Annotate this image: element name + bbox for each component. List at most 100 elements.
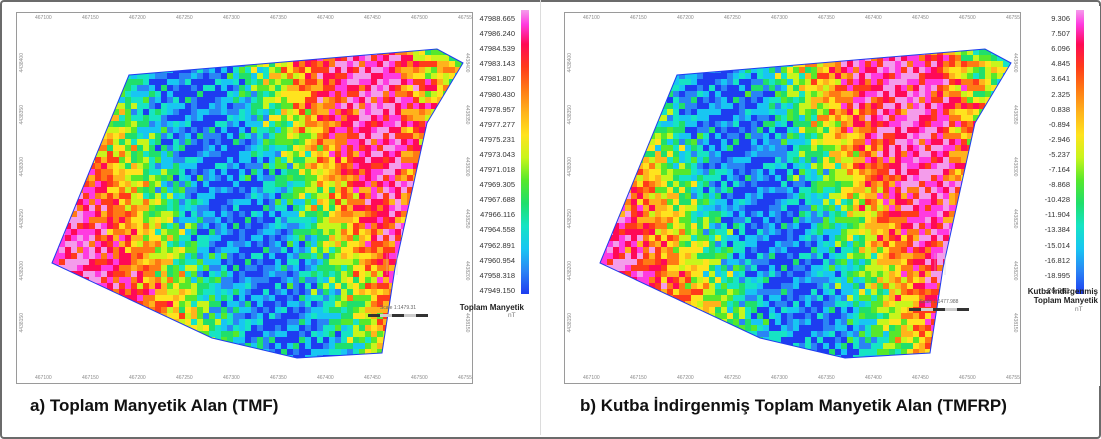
legend-value: -5.237: [1048, 149, 1070, 159]
x-tick-label: 467550: [458, 375, 472, 381]
legend-value: 47975.231: [479, 134, 515, 144]
legend-value: 2.325: [1051, 89, 1070, 99]
x-tick-label: 467400: [317, 375, 334, 381]
x-tick-label: 467350: [270, 15, 287, 21]
x-tick-label: 467150: [82, 15, 99, 21]
x-tick-label: 467200: [677, 375, 694, 381]
x-tick-label: 467250: [176, 15, 193, 21]
legend-value: 4.845: [1051, 59, 1070, 69]
caption-tmfrp: b) Kutba İndirgenmiş Toplam Manyetik Ala…: [580, 396, 1007, 415]
x-tick-label: 467300: [223, 375, 240, 381]
legend-value: 47971.018: [479, 165, 515, 174]
scale-bar-graphic: [368, 314, 428, 317]
magnetic-map-tmfrp: [599, 48, 1012, 359]
x-tick-label: 467500: [411, 15, 428, 21]
x-tick-label: 467550: [1006, 15, 1020, 21]
caption-tmf: a) Toplam Manyetik Alan (TMF): [30, 396, 279, 415]
legend-unit-tmf: nT: [508, 312, 516, 319]
y-tick-label: 4438250: [1012, 209, 1018, 229]
map-tmf: 467100 467100 467150 467150 467200 467200 4672…: [16, 12, 473, 384]
legend-value: -15.014: [1044, 240, 1070, 250]
legend-value: 47983.143: [479, 59, 515, 69]
x-tick-label: 467400: [865, 375, 882, 381]
legend-value: 9.306: [1051, 14, 1070, 23]
legend-value: -26.281: [1044, 285, 1070, 295]
y-tick-label: 4438300: [464, 157, 470, 177]
scale-bar-graphic: [909, 308, 969, 311]
legend-tmfrp: 9.306 7.507 6.096 4.845 3.641 2.325 0.838 -0.89…: [1024, 10, 1084, 300]
legend-value: 47966.116: [480, 210, 515, 220]
y-tick-label: 4438200: [19, 261, 25, 281]
x-tick-label: 467550: [458, 15, 472, 21]
legend-title-tmf: Toplam Manyetik: [459, 303, 524, 312]
x-tick-label: 467400: [865, 15, 882, 21]
x-tick-label: 467200: [677, 15, 694, 21]
x-tick-label: 467500: [411, 375, 428, 381]
panel-tmfrp: 467100 467100 467150 467150 467200 467200 4672…: [556, 6, 1100, 386]
y-tick-label: 4438250: [464, 209, 470, 229]
x-tick-label: 467450: [364, 15, 381, 21]
legend-value: 47962.891: [479, 240, 515, 250]
x-tick-label: 467350: [270, 375, 287, 381]
x-tick-label: 467500: [959, 15, 976, 21]
y-tick-label: 4438150: [567, 313, 573, 333]
x-tick-label: 467300: [771, 15, 788, 21]
y-tick-label: 4438350: [464, 105, 470, 125]
y-tick-label: 4438200: [1012, 261, 1018, 281]
x-tick-label: 467100: [35, 375, 52, 381]
x-tick-label: 467200: [129, 375, 146, 381]
x-tick-label: 467250: [724, 375, 741, 381]
legend-color-ramp-tmfrp: [1076, 10, 1084, 294]
legend-value: 47960.954: [479, 255, 515, 265]
x-tick-label: 467450: [364, 375, 381, 381]
legend-value: 47977.277: [479, 119, 515, 129]
x-tick-label: 467150: [82, 375, 99, 381]
survey-boundary: [599, 48, 1012, 359]
x-tick-label: 467200: [129, 15, 146, 21]
legend-title-line1-tmfrp: Kutba İndirgenmiş: [1027, 287, 1098, 296]
panel-divider: [540, 0, 541, 435]
legend-value: 47967.688: [479, 195, 515, 205]
x-tick-label: 467350: [818, 375, 835, 381]
legend-value: 47973.043: [479, 149, 515, 159]
scale-bar-tmfrp: Scale 1:1477.988: [903, 299, 975, 321]
scale-bar-tmf: Scale 1:1479.31: [362, 305, 434, 327]
x-tick-label: 467300: [771, 375, 788, 381]
y-tick-label: 4438350: [19, 105, 25, 125]
x-tick-label: 467350: [818, 15, 835, 21]
legend-color-ramp-tmf: [521, 10, 529, 294]
legend-value: 0.838: [1051, 104, 1070, 114]
x-tick-label: 467300: [223, 15, 240, 21]
legend-value: 6.096: [1051, 44, 1070, 54]
y-tick-label: 4438150: [19, 313, 25, 333]
x-tick-label: 467450: [912, 375, 929, 381]
y-tick-label: 4438150: [464, 313, 470, 333]
legend-value: 47986.240: [479, 29, 515, 39]
scale-label-tmf: Scale 1:1479.31: [379, 305, 417, 311]
y-tick-label: 4438250: [567, 209, 573, 229]
x-tick-label: 467100: [583, 15, 600, 21]
panel-tmf: 467100 467100 467150 467150 467200 467200 4672…: [6, 6, 529, 386]
legend-value: -13.384: [1044, 225, 1070, 235]
legend-value: -7.164: [1048, 165, 1070, 174]
legend-value: -2.946: [1048, 134, 1070, 144]
legend-value: 47984.539: [479, 44, 515, 54]
x-tick-label: 467250: [724, 15, 741, 21]
legend-value: 47980.430: [479, 89, 515, 99]
y-tick-label: 4438350: [1012, 105, 1018, 125]
legend-value: 47988.665: [479, 14, 515, 23]
x-tick-label: 467100: [35, 15, 52, 21]
x-tick-label: 467150: [630, 375, 647, 381]
y-tick-label: 4438150: [1012, 313, 1018, 333]
x-tick-label: 467550: [1006, 375, 1020, 381]
y-tick-label: 4438300: [19, 157, 25, 177]
y-tick-label: 4438300: [1012, 157, 1018, 177]
legend-value: 47978.957: [479, 104, 515, 114]
legend-value: -0.894: [1048, 119, 1070, 129]
y-tick-label: 4438400: [567, 53, 573, 73]
legend-value: -10.428: [1044, 195, 1070, 205]
y-tick-label: 4438300: [567, 157, 573, 177]
legend-value: 7.507: [1051, 29, 1070, 39]
legend-value: 47969.305: [479, 180, 515, 190]
legend-value: -16.812: [1044, 255, 1070, 265]
